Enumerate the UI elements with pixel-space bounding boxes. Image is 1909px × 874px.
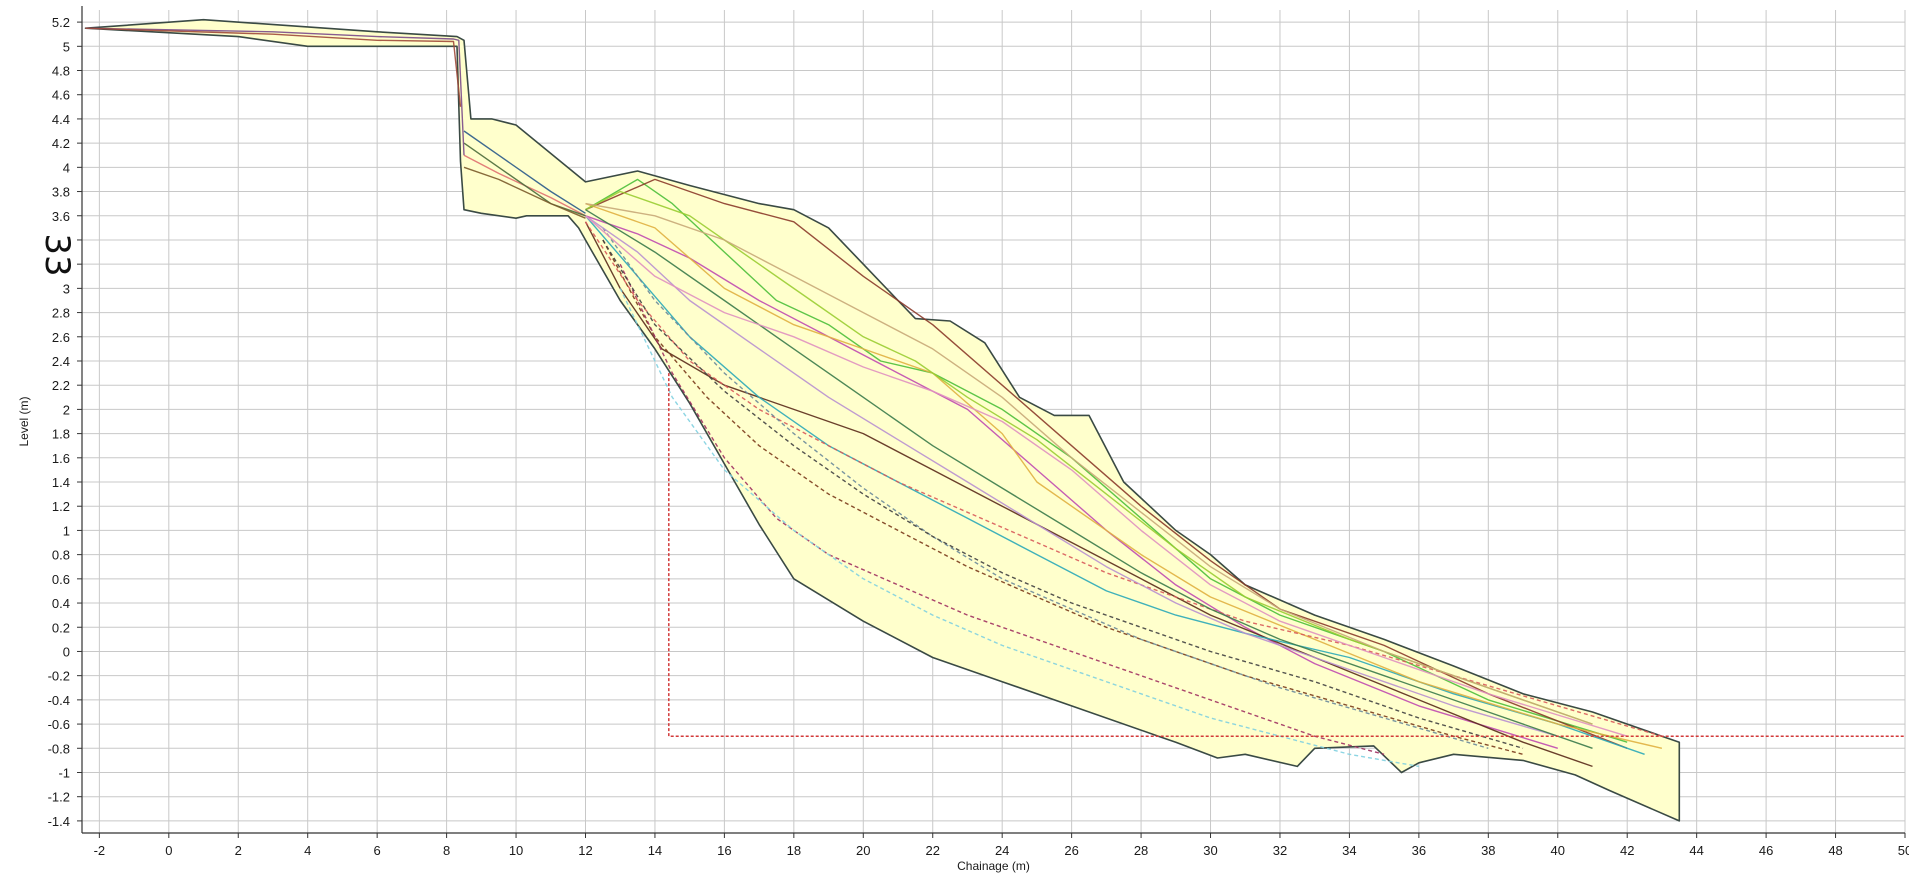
y-tick-label: 2.2 [52, 378, 70, 393]
y-tick-label: 2.4 [52, 354, 70, 369]
y-tick-label: -1.2 [48, 790, 70, 805]
x-tick-label: 26 [1064, 843, 1078, 858]
x-tick-label: 38 [1481, 843, 1495, 858]
profile-line-11 [602, 227, 1489, 749]
profile-line-3 [585, 215, 1559, 749]
profile-line-7 [619, 263, 1385, 755]
y-tick-label: 0.8 [52, 548, 70, 563]
profile-line-16 [585, 202, 1593, 725]
x-tick-labels: -2 0 2 4 6 8 10 12 14 16 18 20 22 24 26 28 30 32 34 36 38 40 4… [94, 833, 1909, 858]
x-tick-label: 10 [509, 843, 523, 858]
envelope-area [84, 18, 1681, 822]
section-label: 33 [37, 233, 77, 276]
x-tick-label: 42 [1620, 843, 1634, 858]
y-tick-label: 0 [63, 644, 70, 659]
profile-line-12 [585, 215, 1558, 737]
x-tick-label: 2 [235, 843, 242, 858]
x-tick-label: 50 [1898, 843, 1909, 858]
y-tick-label: 1.8 [52, 427, 70, 442]
y-tick-label: 3.6 [52, 209, 70, 224]
profile-line-1 [585, 178, 1628, 743]
profile-line-2 [585, 178, 1628, 749]
x-tick-label: 22 [925, 843, 939, 858]
x-tick-label: 48 [1828, 843, 1842, 858]
x-tick-label: 44 [1689, 843, 1703, 858]
profile-line-10 [584, 221, 1663, 737]
y-tick-label: 4.4 [52, 112, 70, 127]
y-tick-label: -1 [58, 765, 70, 780]
x-tick-label: -2 [94, 843, 106, 858]
y-tick-label: 0.4 [52, 596, 70, 611]
y-axis-label: Level (m) [17, 396, 31, 446]
x-tick-label: 6 [374, 843, 381, 858]
x-tick-label: 12 [578, 843, 592, 858]
profile-line-14 [585, 209, 1593, 749]
x-tick-label: 20 [856, 843, 870, 858]
x-axis-label: Chainage (m) [957, 859, 1030, 873]
axes [81, 6, 1905, 834]
x-tick-label: 36 [1412, 843, 1426, 858]
x-tick-label: 18 [787, 843, 801, 858]
reference-polyline [668, 373, 1905, 737]
y-tick-label: 1.6 [52, 451, 70, 466]
profile-envelope [84, 18, 1681, 822]
y-tick-label: 4 [63, 160, 70, 175]
y-tick-label: 4.6 [52, 88, 70, 103]
y-tick-label: 1.4 [52, 475, 70, 490]
y-tick-label: 4.2 [52, 136, 70, 151]
x-tick-label: 24 [995, 843, 1009, 858]
y-tick-label: -0.2 [48, 669, 70, 684]
reference-line [668, 373, 1905, 737]
profile-line-15 [585, 215, 1628, 737]
y-tick-label: 0.2 [52, 620, 70, 635]
x-tick-label: 46 [1759, 843, 1773, 858]
x-tick-label: 4 [304, 843, 311, 858]
x-tick-label: 0 [165, 843, 172, 858]
profile-line-13 [619, 288, 1420, 768]
y-tick-label: 3.8 [52, 185, 70, 200]
profile-line-20 [463, 130, 586, 214]
y-tick-label: 0.6 [52, 572, 70, 587]
x-tick-label: 32 [1273, 843, 1287, 858]
y-tick-label: -0.8 [48, 741, 70, 756]
x-tick-label: 16 [717, 843, 731, 858]
profile-line-6 [602, 239, 1524, 755]
profile-line-8 [585, 202, 1663, 749]
x-tick-label: 34 [1342, 843, 1356, 858]
y-tick-label: 1 [63, 523, 70, 538]
profile-line-4 [584, 221, 1593, 768]
y-tick-label: 2 [63, 402, 70, 417]
y-tick-label: -1.4 [48, 814, 70, 829]
profile-series [85, 27, 1663, 768]
y-tick-labels: 5.2 5 4.8 4.6 4.4 4.2 4 3.8 3.6 3 2.8 2.6 2.4 2.2 2 1.8… [48, 15, 82, 829]
y-tick-label: 4.8 [52, 64, 70, 79]
profile-line-19 [463, 142, 586, 217]
profile-line-9 [585, 190, 1593, 725]
profile-line-23 [85, 27, 462, 107]
x-tick-label: 8 [443, 843, 450, 858]
x-tick-label: 14 [648, 843, 662, 858]
y-tick-label: 5 [63, 39, 70, 54]
y-tick-label: 2.6 [52, 330, 70, 345]
x-tick-label: 28 [1134, 843, 1148, 858]
y-tick-label: 5.2 [52, 15, 70, 30]
x-tick-label: 40 [1551, 843, 1565, 858]
y-tick-label: 2.8 [52, 306, 70, 321]
profile-line-21 [463, 166, 586, 219]
profile-line-17 [602, 239, 1524, 749]
y-tick-label: 3 [63, 281, 70, 296]
x-tick-label: 30 [1203, 843, 1217, 858]
y-tick-label: -0.4 [48, 693, 70, 708]
profile-line-22 [85, 27, 465, 156]
y-tick-label: 1.2 [52, 499, 70, 514]
y-tick-label: -0.6 [48, 717, 70, 732]
